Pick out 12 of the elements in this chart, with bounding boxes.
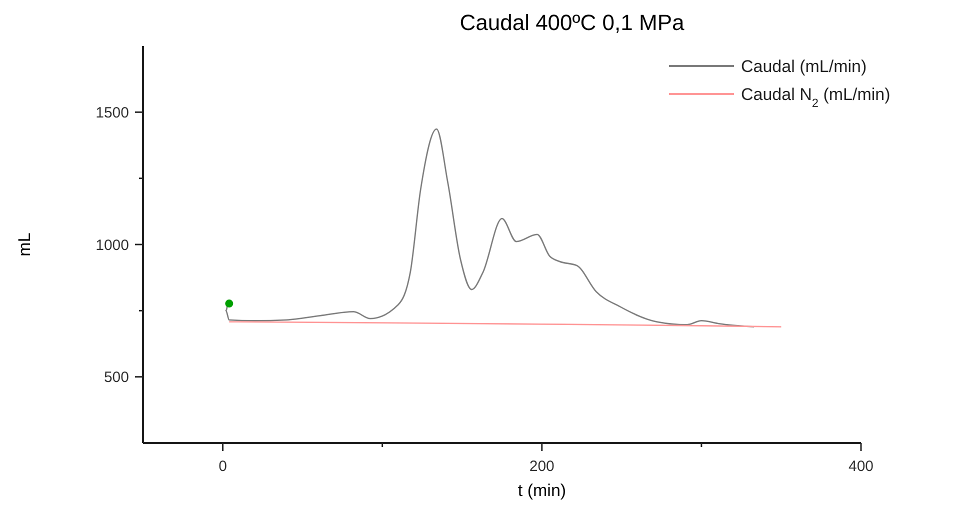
legend-label: Caudal (mL/min) xyxy=(741,56,867,76)
x-tick-label: 400 xyxy=(848,458,874,475)
y-tick-label: 1500 xyxy=(96,104,129,122)
x-axis-title: t (min) xyxy=(518,481,566,500)
x-tick-label: 0 xyxy=(218,458,227,475)
legend-label: Caudal N$_{2}$ (mL/min) xyxy=(741,84,890,110)
chart-title: Caudal 400ºC 0,1 MPa xyxy=(460,10,686,35)
line-series xyxy=(225,128,755,328)
y-tick-label: 1000 xyxy=(96,236,129,254)
x-tick-label: 200 xyxy=(529,458,554,475)
y-axis-title: mL xyxy=(15,232,34,256)
y-tick-label: 500 xyxy=(104,369,129,386)
